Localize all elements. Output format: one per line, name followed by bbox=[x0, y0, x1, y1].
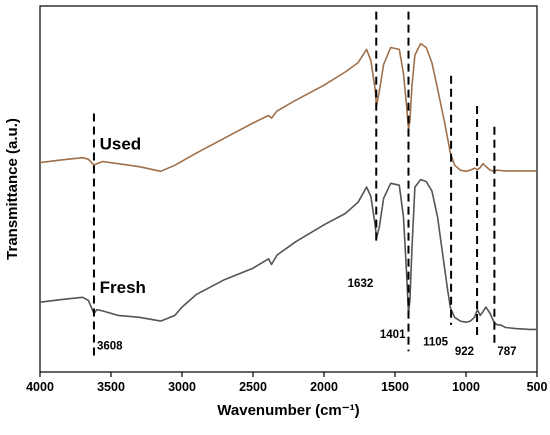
x-tick-label: 1000 bbox=[452, 380, 480, 394]
peak-label-1401: 1401 bbox=[380, 329, 406, 341]
peak-label-922: 922 bbox=[455, 346, 474, 358]
peak-label-3608: 3608 bbox=[97, 340, 123, 352]
series-label-used: Used bbox=[100, 134, 142, 153]
series-line-fresh bbox=[39, 178, 537, 331]
x-tick-label: 4000 bbox=[26, 380, 54, 394]
x-tick-label: 1500 bbox=[381, 380, 409, 394]
x-tick-label: 3500 bbox=[97, 380, 125, 394]
y-axis-title: Transmittance (a.u.) bbox=[4, 118, 21, 260]
x-tick-label: 3000 bbox=[168, 380, 196, 394]
x-tick-label: 2500 bbox=[239, 380, 267, 394]
series-labels: Used Fresh bbox=[100, 134, 146, 296]
spectra bbox=[39, 42, 537, 331]
x-tick-label: 2000 bbox=[310, 380, 338, 394]
peak-label-1105: 1105 bbox=[423, 337, 449, 349]
plot-frame bbox=[39, 5, 538, 373]
peak-markers: 3608 1632 1401 1105 922 787 bbox=[92, 11, 517, 359]
x-axis-title: Wavenumber (cm⁻¹) bbox=[217, 402, 359, 419]
peak-label-787: 787 bbox=[497, 346, 516, 358]
series-line-used bbox=[39, 42, 537, 173]
x-tick-label: 500 bbox=[527, 380, 548, 394]
peak-label-1632: 1632 bbox=[348, 278, 374, 290]
series-label-fresh: Fresh bbox=[100, 278, 146, 297]
x-axis-ticks: 4000 3500 3000 2500 2000 1500 1000 500 bbox=[26, 372, 547, 394]
